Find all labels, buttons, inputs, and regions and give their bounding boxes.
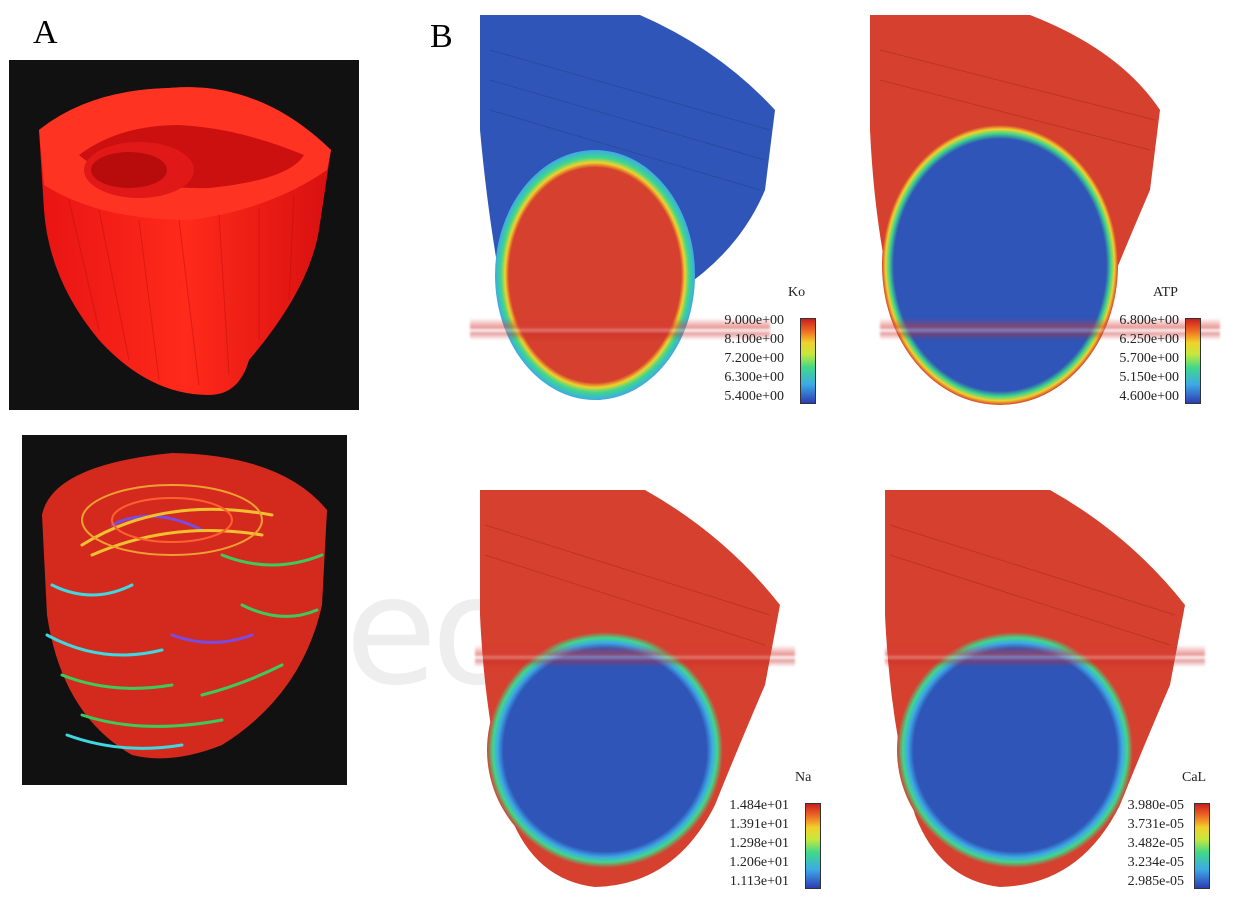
legend-title: CaL [1182,770,1207,785]
scan-artifact-band [880,318,1220,340]
legend-tick: 4.600e+00 [1119,389,1179,404]
legend-tick: 3.980e-05 [1127,798,1184,813]
cal-heart-image [880,485,1200,890]
scan-artifact-band [885,645,1205,667]
na-colorbar-legend: Na 1.484e+01 1.391e+01 1.298e+01 1.206e+… [705,770,835,895]
legend-tick: 6.800e+00 [1119,313,1179,328]
legend-tick: 1.391e+01 [729,817,789,832]
na-heart-image [475,485,795,890]
scan-artifact-band [475,645,795,667]
legend-tick: 1.298e+01 [729,836,789,851]
legend-tick: 1.484e+01 [729,798,789,813]
legend-tick: 5.150e+00 [1119,370,1179,385]
legend-tick: 5.400e+00 [724,389,784,404]
legend-colorbar [1185,318,1201,404]
legend-tick: 3.234e-05 [1127,855,1184,870]
legend-title: Ko [788,285,806,300]
legend-tick: 1.206e+01 [729,855,789,870]
legend-tick: 2.985e-05 [1127,874,1184,889]
legend-tick: 8.100e+00 [724,332,784,347]
legend-colorbar [1194,803,1210,889]
legend-title: ATP [1153,285,1178,300]
scan-artifact-band [470,318,770,340]
ko-colorbar-legend: Ko 9.000e+00 8.100e+00 7.200e+00 6.300e+… [700,285,830,410]
legend-tick: 9.000e+00 [724,313,784,328]
panel-label-a: A [33,14,58,51]
cal-colorbar-legend: CaL 3.980e-05 3.731e-05 3.482e-05 3.234e… [1100,770,1230,895]
legend-tick: 7.200e+00 [724,351,784,366]
heart-mesh-image [9,60,359,410]
atp-colorbar-legend: ATP 6.800e+00 6.250e+00 5.700e+00 5.150e… [1095,285,1225,410]
legend-tick: 1.113e+01 [729,874,789,889]
legend-tick: 3.482e-05 [1127,836,1184,851]
legend-tick: 3.731e-05 [1127,817,1184,832]
legend-tick: 6.250e+00 [1119,332,1179,347]
legend-colorbar [805,803,821,889]
legend-title: Na [795,770,812,785]
panel-label-b: B [430,18,453,55]
legend-colorbar [800,318,816,404]
legend-tick: 5.700e+00 [1119,351,1179,366]
fiber-orientation-image [22,435,347,785]
legend-tick: 6.300e+00 [724,370,784,385]
